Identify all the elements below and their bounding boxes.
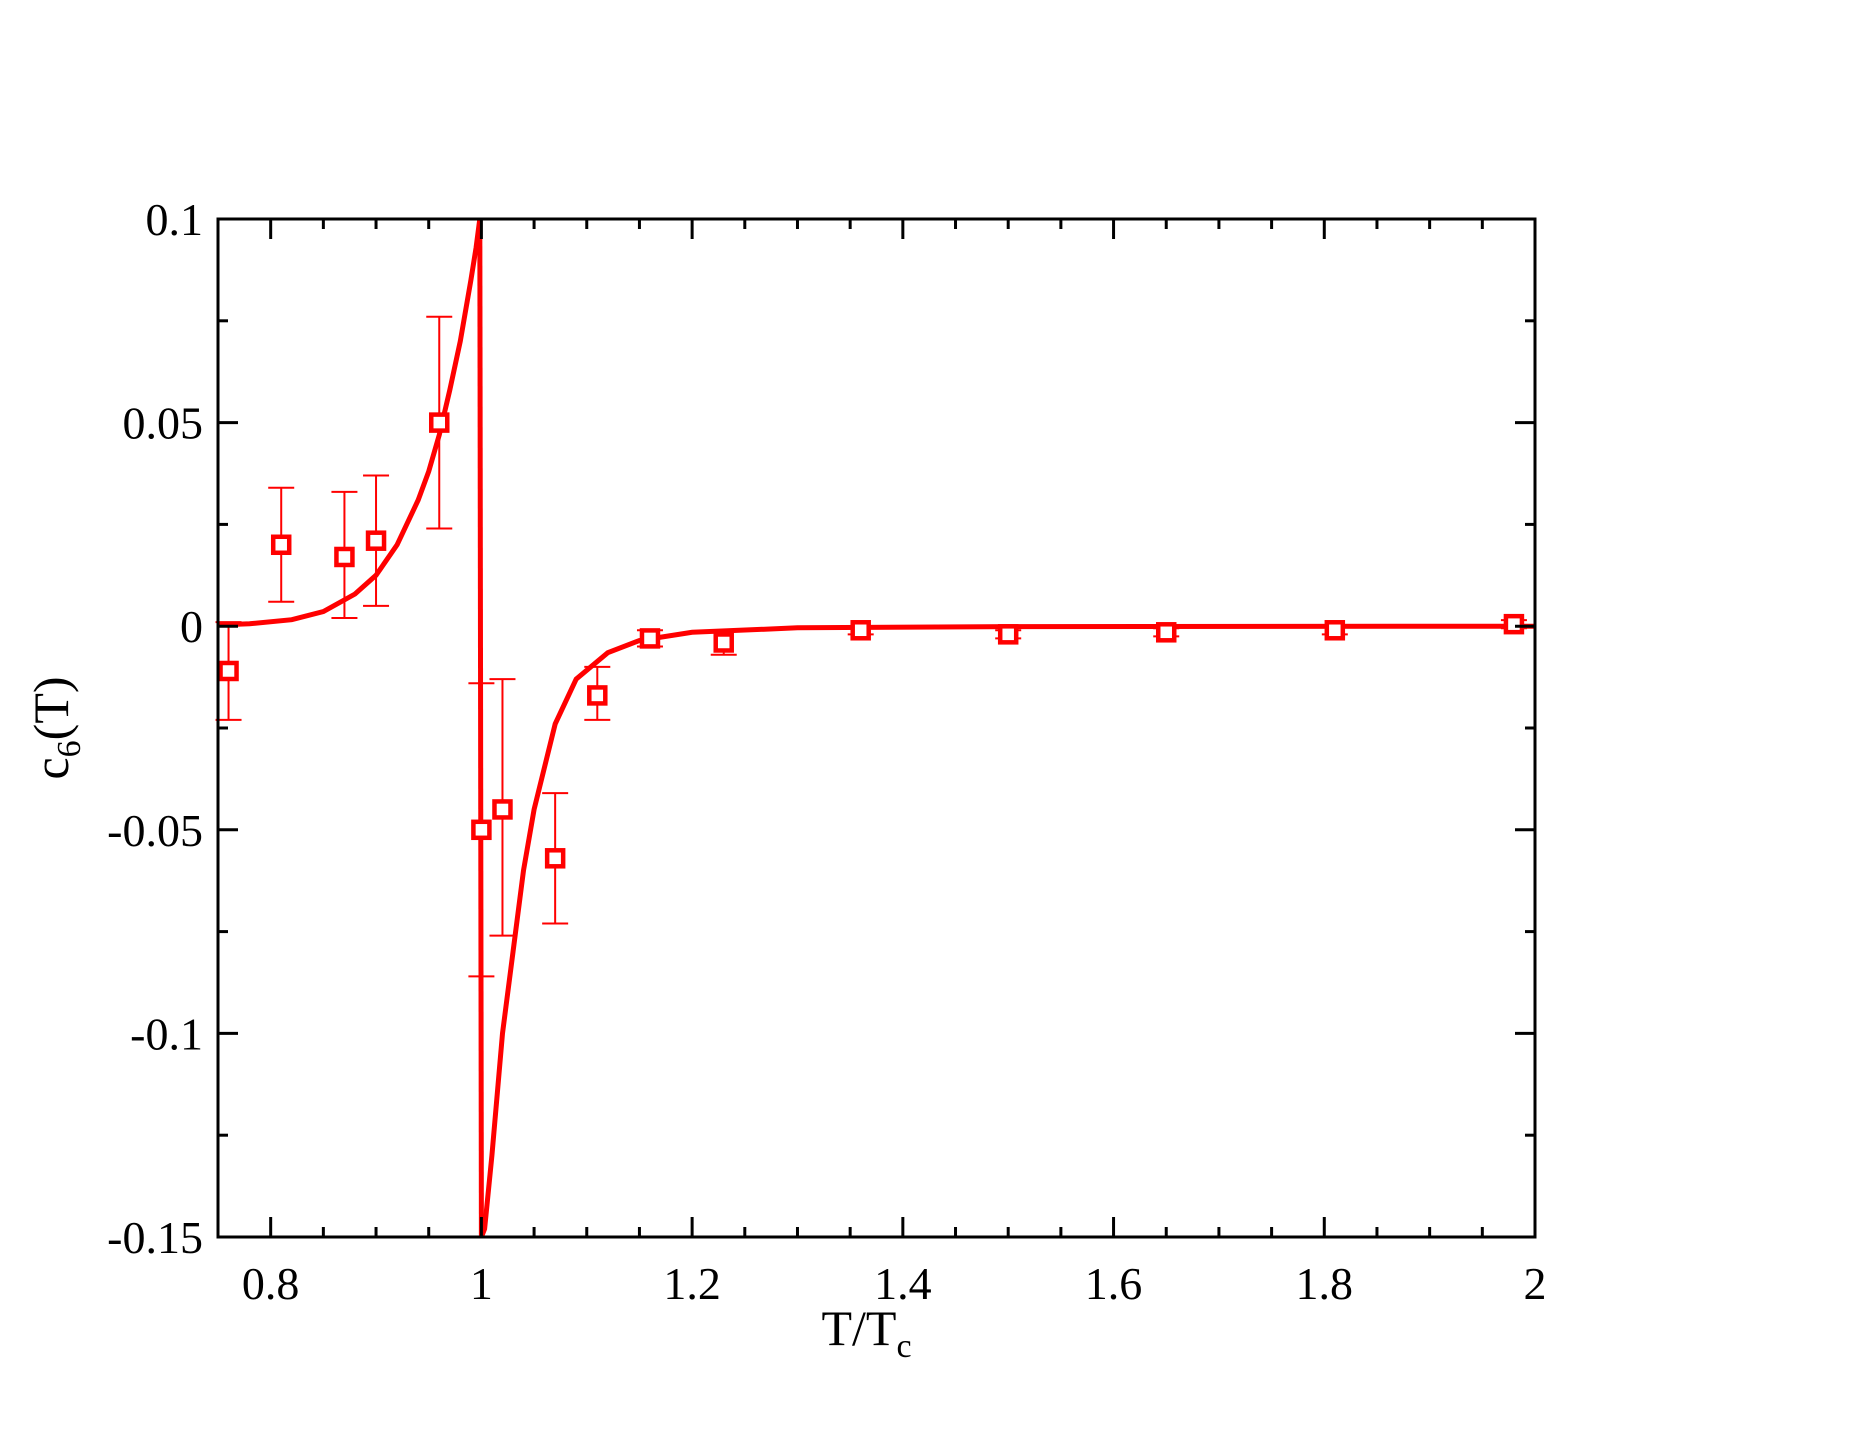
data-point [710, 629, 737, 656]
plot-frame [216, 217, 1537, 1239]
x-tick-label: 2 [1524, 1258, 1547, 1309]
square-marker [334, 546, 355, 568]
y-tick-label: -0.1 [130, 1008, 203, 1059]
x-tick-label: 1.6 [1085, 1258, 1143, 1309]
data-point [426, 315, 453, 530]
axis-ticks [216, 217, 1537, 1239]
y-tick-label: -0.05 [107, 805, 203, 856]
square-marker [850, 620, 871, 641]
data-points [215, 315, 1527, 978]
y-tick-label: -0.15 [107, 1212, 203, 1263]
fit-curve-right-branch [479, 623, 1535, 1237]
square-marker [429, 412, 450, 433]
fit-curve [218, 219, 1535, 1237]
data-point [1500, 613, 1527, 635]
x-tick-labels: 0.8 1 1.2 1.4 1.6 1.8 2 [242, 1258, 1547, 1309]
square-marker [365, 530, 387, 551]
x-axis-label-main: T/T [821, 1300, 896, 1356]
data-point [995, 624, 1022, 645]
square-marker [639, 628, 661, 649]
square-marker [471, 819, 492, 841]
data-point [542, 792, 569, 925]
data-point [489, 678, 516, 937]
square-marker [1324, 620, 1346, 641]
data-point [1153, 622, 1180, 643]
square-marker [270, 534, 292, 556]
x-tick-label: 1.8 [1296, 1258, 1354, 1309]
square-marker [492, 799, 513, 820]
x-tick-label: 1.4 [874, 1258, 932, 1309]
y-axis-label-suffix: (T) [23, 676, 79, 740]
square-marker [1503, 613, 1525, 635]
square-marker [587, 685, 608, 706]
data-point [331, 490, 358, 620]
data-point [1321, 620, 1348, 641]
x-axis-label: T/Tc [821, 1300, 911, 1365]
square-marker [997, 624, 1019, 645]
y-axis-label-main: c [23, 757, 79, 779]
square-marker [544, 848, 566, 869]
data-point [584, 665, 611, 721]
data-point [636, 628, 663, 649]
x-axis-label-subscript: c [896, 1328, 911, 1365]
y-tick-label: 0.1 [146, 194, 204, 245]
data-point [268, 486, 295, 603]
x-tick-label: 0.8 [242, 1258, 300, 1309]
data-point [468, 682, 495, 978]
x-tick-label: 1 [470, 1258, 493, 1309]
y-tick-label: 0 [180, 601, 203, 652]
square-marker [713, 632, 734, 653]
fit-curve-left-branch [218, 219, 483, 628]
square-marker [218, 660, 239, 682]
data-point [847, 620, 874, 641]
y-tick-labels: -0.15 -0.1 -0.05 0 0.05 0.1 [107, 194, 203, 1263]
y-tick-label: 0.05 [123, 398, 204, 449]
y-axis-label-subscript: 6 [51, 740, 88, 757]
data-point [215, 621, 242, 721]
y-axis-label: c6(T) [23, 676, 88, 779]
square-marker [1155, 622, 1177, 643]
x-tick-label: 1.2 [663, 1258, 721, 1309]
data-point [363, 474, 390, 607]
